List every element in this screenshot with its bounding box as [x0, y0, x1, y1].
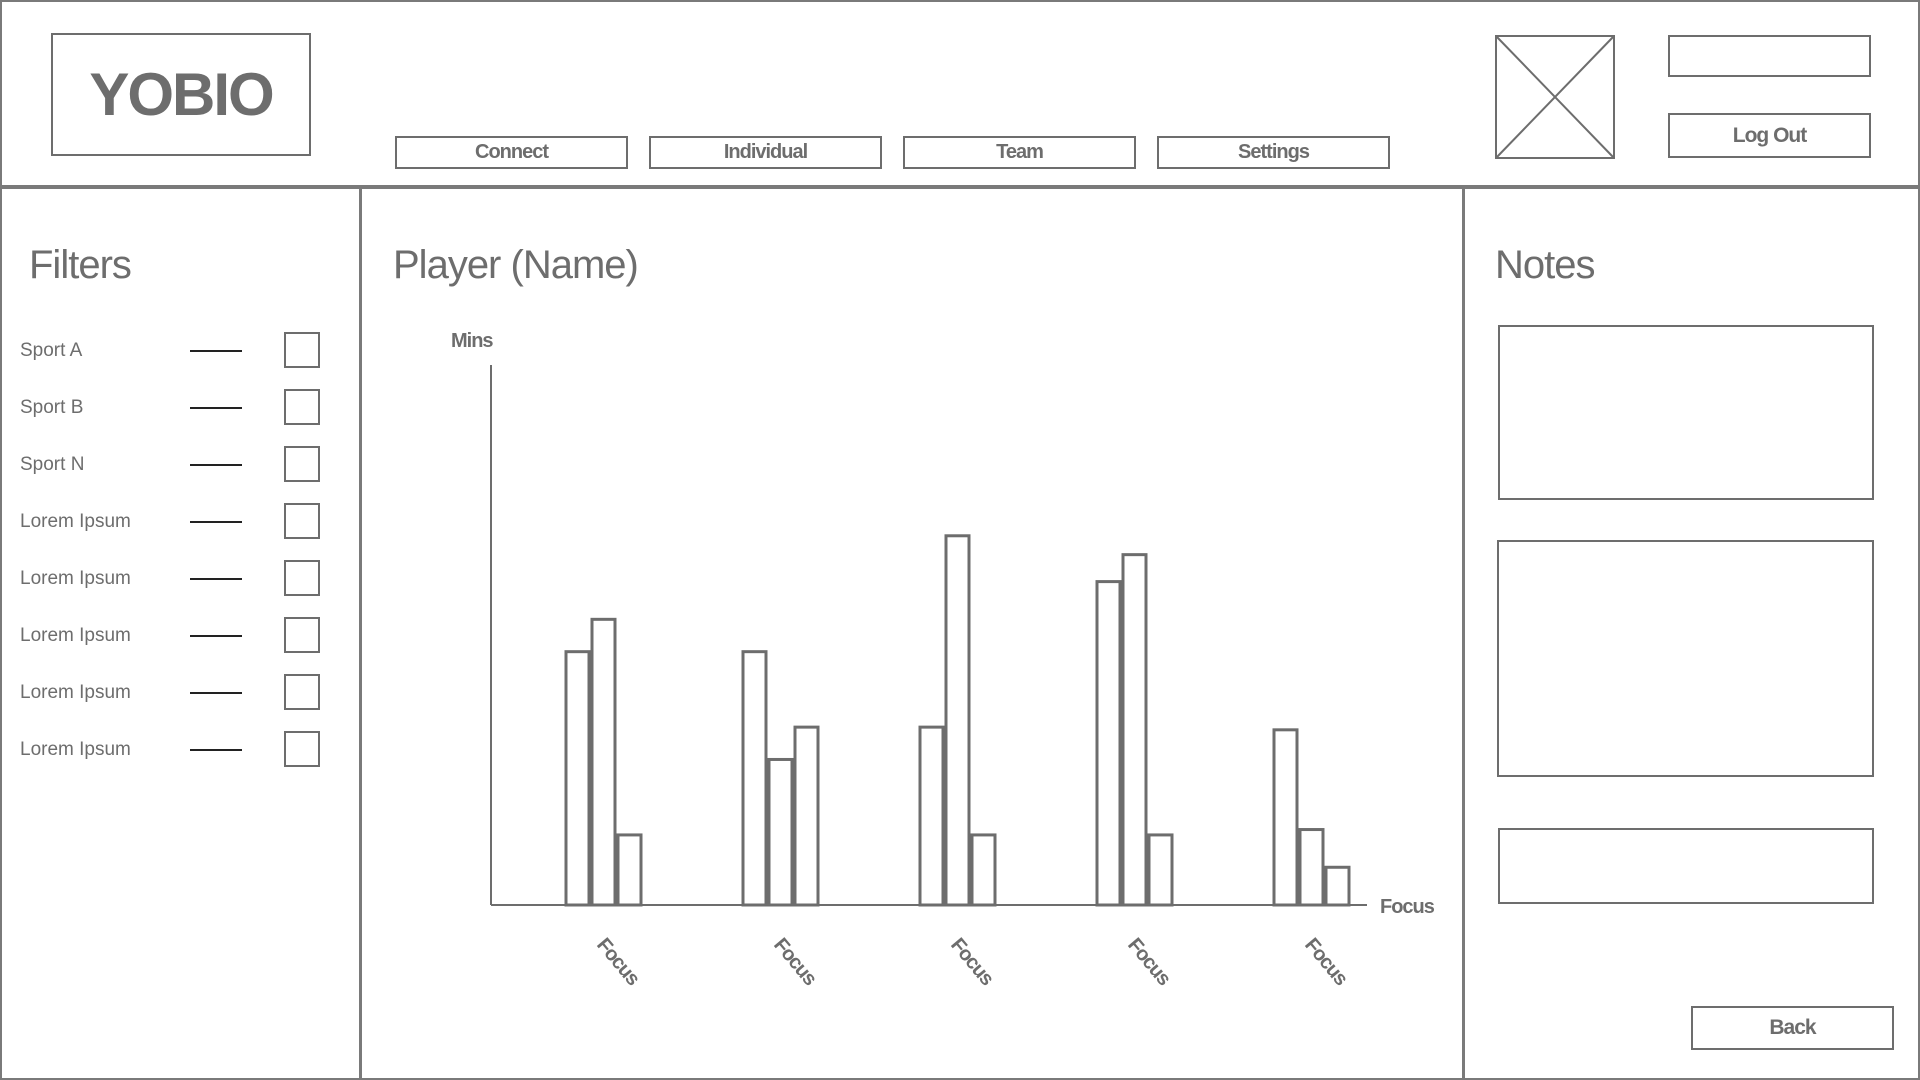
chart-tick-label: Focus [769, 934, 821, 990]
filter-checkbox[interactable] [284, 446, 320, 482]
filter-row: Lorem Ipsum [0, 617, 340, 655]
chart-tick-label: Focus [1300, 934, 1352, 990]
filter-divider [190, 635, 242, 637]
filter-checkbox[interactable] [284, 674, 320, 710]
chart-bar [590, 617, 617, 907]
filter-divider [190, 692, 242, 694]
filter-row: Lorem Ipsum [0, 731, 340, 769]
chart-y-label: Mins [451, 330, 493, 352]
filter-label: Lorem Ipsum [20, 682, 131, 703]
notes-panel: Notes [1462, 189, 1920, 1080]
nav-individual-button[interactable]: Individual [649, 136, 882, 169]
chart-x-label: Focus [1380, 896, 1435, 918]
filter-divider [190, 578, 242, 580]
bar-chart: Mins Focus Focus Focus Focus Focus Focus [451, 330, 1436, 990]
player-title: Player (Name) [393, 243, 639, 287]
chart-bar [741, 650, 768, 907]
filter-label: Sport N [20, 454, 85, 475]
chart-bar [767, 757, 794, 907]
logout-button[interactable]: Log Out [1668, 113, 1871, 158]
filter-label: Sport B [20, 397, 84, 418]
chart-bars [564, 534, 1351, 907]
main-panel: Player (Name) Mins Focus Focus Focus Focus… [362, 189, 1462, 1080]
notes-title: Notes [1495, 243, 1595, 287]
back-button[interactable]: Back [1691, 1006, 1894, 1050]
image-placeholder-icon [1495, 35, 1615, 159]
filter-divider [190, 749, 242, 751]
filter-divider [190, 521, 242, 523]
filter-row: Sport B [0, 389, 340, 427]
filter-row: Sport A [0, 332, 340, 370]
chart-bar [918, 725, 945, 907]
filter-divider [190, 350, 242, 352]
filters-sidebar: Filters Sport A Sport B Sport N Lorem Ip… [0, 189, 362, 1080]
filter-row: Lorem Ipsum [0, 503, 340, 541]
filter-checkbox[interactable] [284, 560, 320, 596]
chart-tick-label: Focus [1123, 934, 1175, 990]
header: YOBIO Connect Individual Team Settings L… [0, 0, 1920, 189]
chart-bar [1298, 828, 1325, 907]
filters-title: Filters [29, 243, 132, 287]
filter-checkbox[interactable] [284, 332, 320, 368]
chart-bar [564, 650, 591, 907]
filter-label: Lorem Ipsum [20, 739, 131, 760]
avatar[interactable] [1495, 35, 1615, 159]
filter-checkbox[interactable] [284, 617, 320, 653]
filter-label: Lorem Ipsum [20, 568, 131, 589]
chart-bar [1147, 833, 1174, 907]
filter-checkbox[interactable] [284, 503, 320, 539]
filter-label: Lorem Ipsum [20, 625, 131, 646]
chart-bar [944, 534, 971, 907]
chart-tick-labels: Focus Focus Focus Focus Focus [592, 934, 1352, 990]
note-box-2[interactable] [1497, 540, 1874, 777]
chart-bar [793, 725, 820, 907]
account-field[interactable] [1668, 35, 1871, 77]
chart-bar [616, 833, 643, 907]
filter-divider [190, 464, 242, 466]
chart-tick-label: Focus [946, 934, 998, 990]
logo[interactable]: YOBIO [51, 33, 311, 156]
filter-label: Lorem Ipsum [20, 511, 131, 532]
filter-row: Sport N [0, 446, 340, 484]
note-input[interactable] [1498, 828, 1874, 904]
nav-settings-button[interactable]: Settings [1157, 136, 1390, 169]
filter-label: Sport A [20, 340, 83, 361]
filter-divider [190, 407, 242, 409]
chart-bar [1095, 580, 1122, 907]
chart-bar [1272, 728, 1299, 907]
chart-bar [970, 833, 997, 907]
nav-team-button[interactable]: Team [903, 136, 1136, 169]
chart-bar [1121, 553, 1148, 907]
filter-checkbox[interactable] [284, 389, 320, 425]
nav-connect-button[interactable]: Connect [395, 136, 628, 169]
filter-checkbox[interactable] [284, 731, 320, 767]
filter-row: Lorem Ipsum [0, 560, 340, 598]
note-box-1[interactable] [1498, 325, 1874, 500]
chart-bar [1324, 865, 1351, 907]
chart-tick-label: Focus [592, 934, 644, 990]
filter-row: Lorem Ipsum [0, 674, 340, 712]
